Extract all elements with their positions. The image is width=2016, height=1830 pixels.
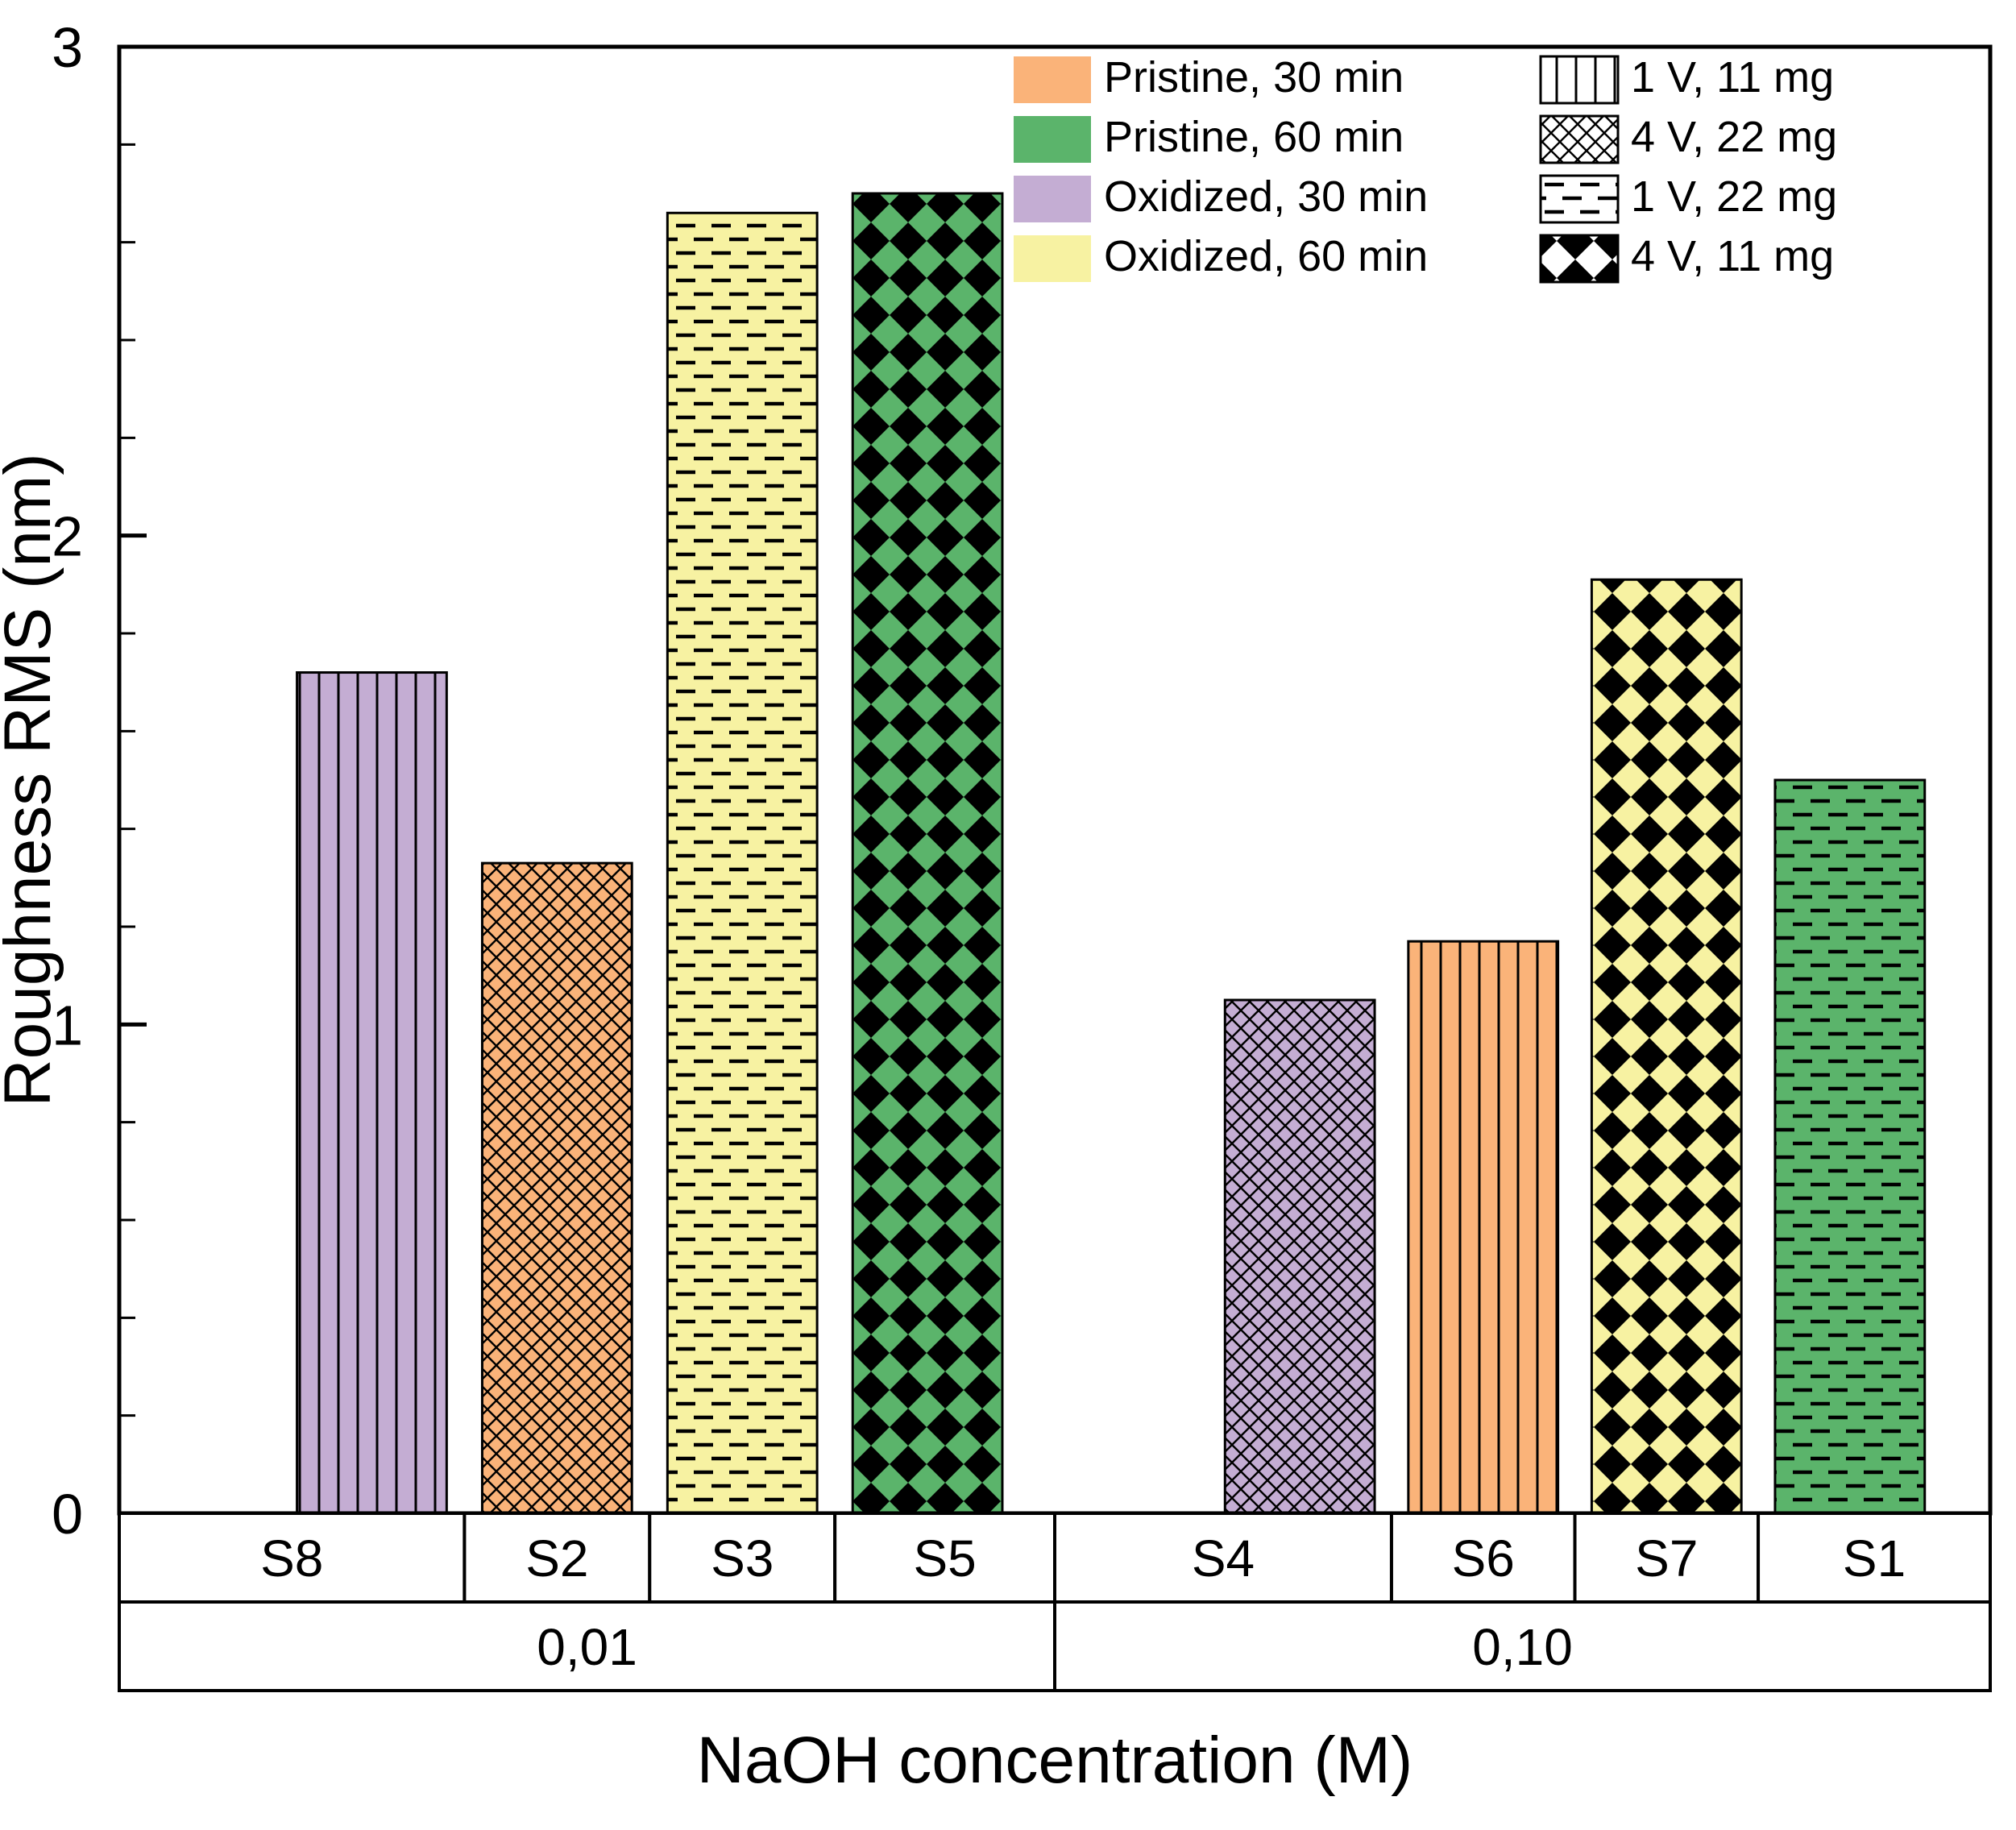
sample-label-S5: S5 [913, 1529, 976, 1587]
bar-S6 [1407, 940, 1560, 1515]
legend-pattern-swatch-v4_11mg [1539, 234, 1620, 284]
y-tick-label: 0 [52, 1483, 83, 1546]
sample-label-S7: S7 [1635, 1529, 1698, 1587]
sample-cell-S1 [1757, 1512, 1993, 1604]
bar-S7 [1590, 578, 1743, 1515]
legend-pattern-label-v1_11mg: 1 V, 11 mg [1631, 53, 1834, 102]
legend-color-label-pristine_30: Pristine, 30 min [1104, 53, 1404, 102]
concentration-label-0: 0,01 [537, 1618, 637, 1676]
legend-pattern-swatch-v4_22mg [1539, 114, 1620, 164]
legend-pattern-label-v4_11mg: 4 V, 11 mg [1631, 232, 1834, 280]
legend-color-swatch-pristine_60 [1014, 116, 1091, 163]
legend-pattern-label-v4_22mg: 4 V, 22 mg [1631, 113, 1837, 161]
concentration-cell-1 [1053, 1600, 1992, 1692]
legend-color-swatch-pristine_30 [1014, 56, 1091, 103]
bar-S5 [851, 192, 1004, 1515]
sample-cell-S2 [463, 1512, 652, 1604]
bar-S2 [480, 861, 633, 1515]
legend-pattern-swatch-v1_22mg [1539, 174, 1620, 224]
bar-S8 [296, 671, 448, 1515]
sample-label-S2: S2 [525, 1529, 588, 1587]
bar-S3 [666, 211, 819, 1515]
sample-label-S4: S4 [1192, 1529, 1255, 1587]
sample-cell-S8 [118, 1512, 467, 1604]
legend-color-label-oxidized_60: Oxidized, 60 min [1104, 232, 1428, 280]
legend-pattern-swatch-v1_11mg [1539, 55, 1620, 105]
sample-cell-S7 [1573, 1512, 1761, 1604]
legend-color-label-oxidized_30: Oxidized, 30 min [1104, 172, 1428, 221]
y-tick-label: 3 [52, 16, 83, 79]
bar-S4 [1223, 998, 1376, 1515]
y-tick-label: 2 [52, 505, 83, 568]
legend-color-label-pristine_60: Pristine, 60 min [1104, 113, 1404, 161]
sample-label-S8: S8 [260, 1529, 323, 1587]
legend-color-swatch-oxidized_30 [1014, 176, 1091, 222]
sample-cell-S5 [833, 1512, 1057, 1604]
plot-area: 0 1 2 3 S8 S2 S3 S5 0,01 S4 S6 S7 S1 0,10 Pristine, 30… [52, 16, 1993, 1692]
concentration-label-1: 0,10 [1472, 1618, 1573, 1676]
x-axis-title: NaOH concentration (M) [697, 1724, 1413, 1797]
sample-label-S3: S3 [711, 1529, 774, 1587]
bar-S1 [1773, 778, 1927, 1515]
legend-color-swatch-oxidized_60 [1014, 235, 1091, 282]
y-axis-title: Roughness RMS (nm) [0, 453, 64, 1106]
sample-label-S6: S6 [1452, 1529, 1515, 1587]
sample-label-S1: S1 [1843, 1529, 1906, 1587]
legend-pattern-label-v1_22mg: 1 V, 22 mg [1631, 172, 1837, 221]
y-tick-label: 1 [52, 994, 83, 1056]
